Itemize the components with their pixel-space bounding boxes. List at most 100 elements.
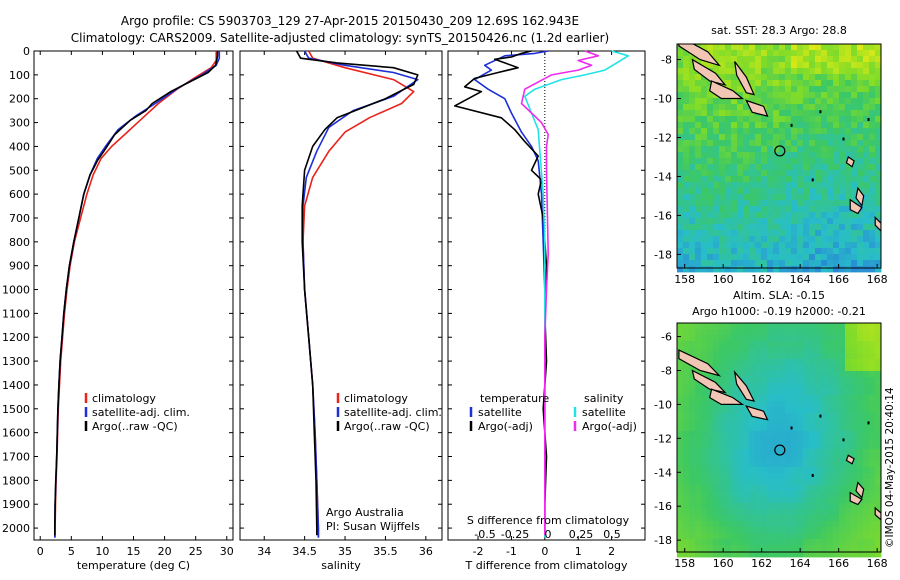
map-cell (845, 74, 852, 81)
map-cell (785, 56, 792, 63)
map-cell (773, 551, 780, 558)
map-cell (779, 224, 786, 231)
map-cell (677, 50, 684, 57)
map-cell (677, 413, 684, 420)
map-cell (857, 134, 864, 141)
map-cell (707, 62, 714, 69)
map-cell (713, 188, 720, 195)
map-cell (791, 86, 798, 93)
map-cell (839, 188, 846, 195)
map-cell (761, 497, 768, 504)
map-cell (695, 443, 702, 450)
map-cell (791, 50, 798, 57)
map-cell (755, 521, 762, 528)
series-line-t-satellite (473, 50, 549, 538)
map-cell (719, 212, 726, 219)
map-cell (683, 503, 690, 510)
map-cell (803, 329, 810, 336)
map-cell (719, 254, 726, 261)
map-cell (743, 200, 750, 207)
map-cell (737, 248, 744, 255)
map-cell (767, 86, 774, 93)
map-cell (875, 98, 882, 105)
map-cell (737, 158, 744, 165)
map-cell (875, 389, 882, 396)
map-cell (683, 116, 690, 123)
map-cell (827, 134, 834, 141)
map-cell (869, 479, 876, 486)
x-tick-label: 25 (189, 545, 203, 558)
map-cell (749, 497, 756, 504)
map-cell (767, 134, 774, 141)
map-cell (815, 443, 822, 450)
legend-item: Argo(-adj) (478, 420, 533, 433)
map-cell (689, 377, 696, 384)
map-cell (677, 86, 684, 93)
map-cell (713, 515, 720, 522)
map-cell (809, 449, 816, 456)
map-cell (689, 176, 696, 183)
map-cell (725, 449, 732, 456)
map-cell (779, 539, 786, 546)
map-cell (719, 359, 726, 366)
map-cell (707, 527, 714, 534)
map-cell (845, 68, 852, 75)
map-cell (875, 242, 882, 249)
map-cell (773, 266, 780, 273)
map-cell (815, 521, 822, 528)
map-cell (743, 323, 750, 330)
map-cell (833, 389, 840, 396)
map-cell (815, 182, 822, 189)
map-cell (845, 335, 852, 342)
legend-item: satellite-adj. clim. (344, 406, 442, 419)
map-cell (779, 353, 786, 360)
map-cell (695, 98, 702, 105)
island-shape (745, 99, 769, 117)
map-cell (713, 401, 720, 408)
map-cell (821, 74, 828, 81)
map-cell (767, 188, 774, 195)
map-cell (767, 50, 774, 57)
map-cell (815, 140, 822, 147)
map-cell (761, 44, 768, 51)
map-cell (677, 377, 684, 384)
map-cell (845, 347, 852, 354)
map-cell (857, 473, 864, 480)
map-cell (737, 134, 744, 141)
map-cell (869, 407, 876, 414)
map-cell (839, 479, 846, 486)
map-cell (851, 122, 858, 129)
map-cell (809, 533, 816, 540)
map-cell (851, 389, 858, 396)
map-cell (845, 473, 852, 480)
map-cell (875, 50, 882, 57)
map-cell (755, 377, 762, 384)
map-cell (827, 443, 834, 450)
map-cell (701, 116, 708, 123)
map-cell (689, 425, 696, 432)
y-tick-label: 1000 (2, 284, 30, 297)
map-cell (725, 248, 732, 255)
map-cell (677, 248, 684, 255)
map-cell (767, 224, 774, 231)
map-cell (803, 260, 810, 267)
sla-map: 158 160 162 164 166 168-6-8-10-12-14-16-18Alt… (654, 289, 888, 570)
map-cell (869, 260, 876, 267)
map-cell (755, 236, 762, 243)
map-cell (869, 527, 876, 534)
map-cell (749, 467, 756, 474)
map-cell (833, 248, 840, 255)
map-cell (827, 248, 834, 255)
map-cell (767, 140, 774, 147)
map-cell (701, 347, 708, 354)
map-cell (827, 188, 834, 195)
map-cell (683, 134, 690, 141)
map-cell (821, 152, 828, 159)
map-cell (767, 473, 774, 480)
map-cell (869, 80, 876, 87)
map-cell (707, 170, 714, 177)
map-cell (857, 347, 864, 354)
map-cell (689, 341, 696, 348)
map-cell (683, 341, 690, 348)
map-cell (815, 455, 822, 462)
